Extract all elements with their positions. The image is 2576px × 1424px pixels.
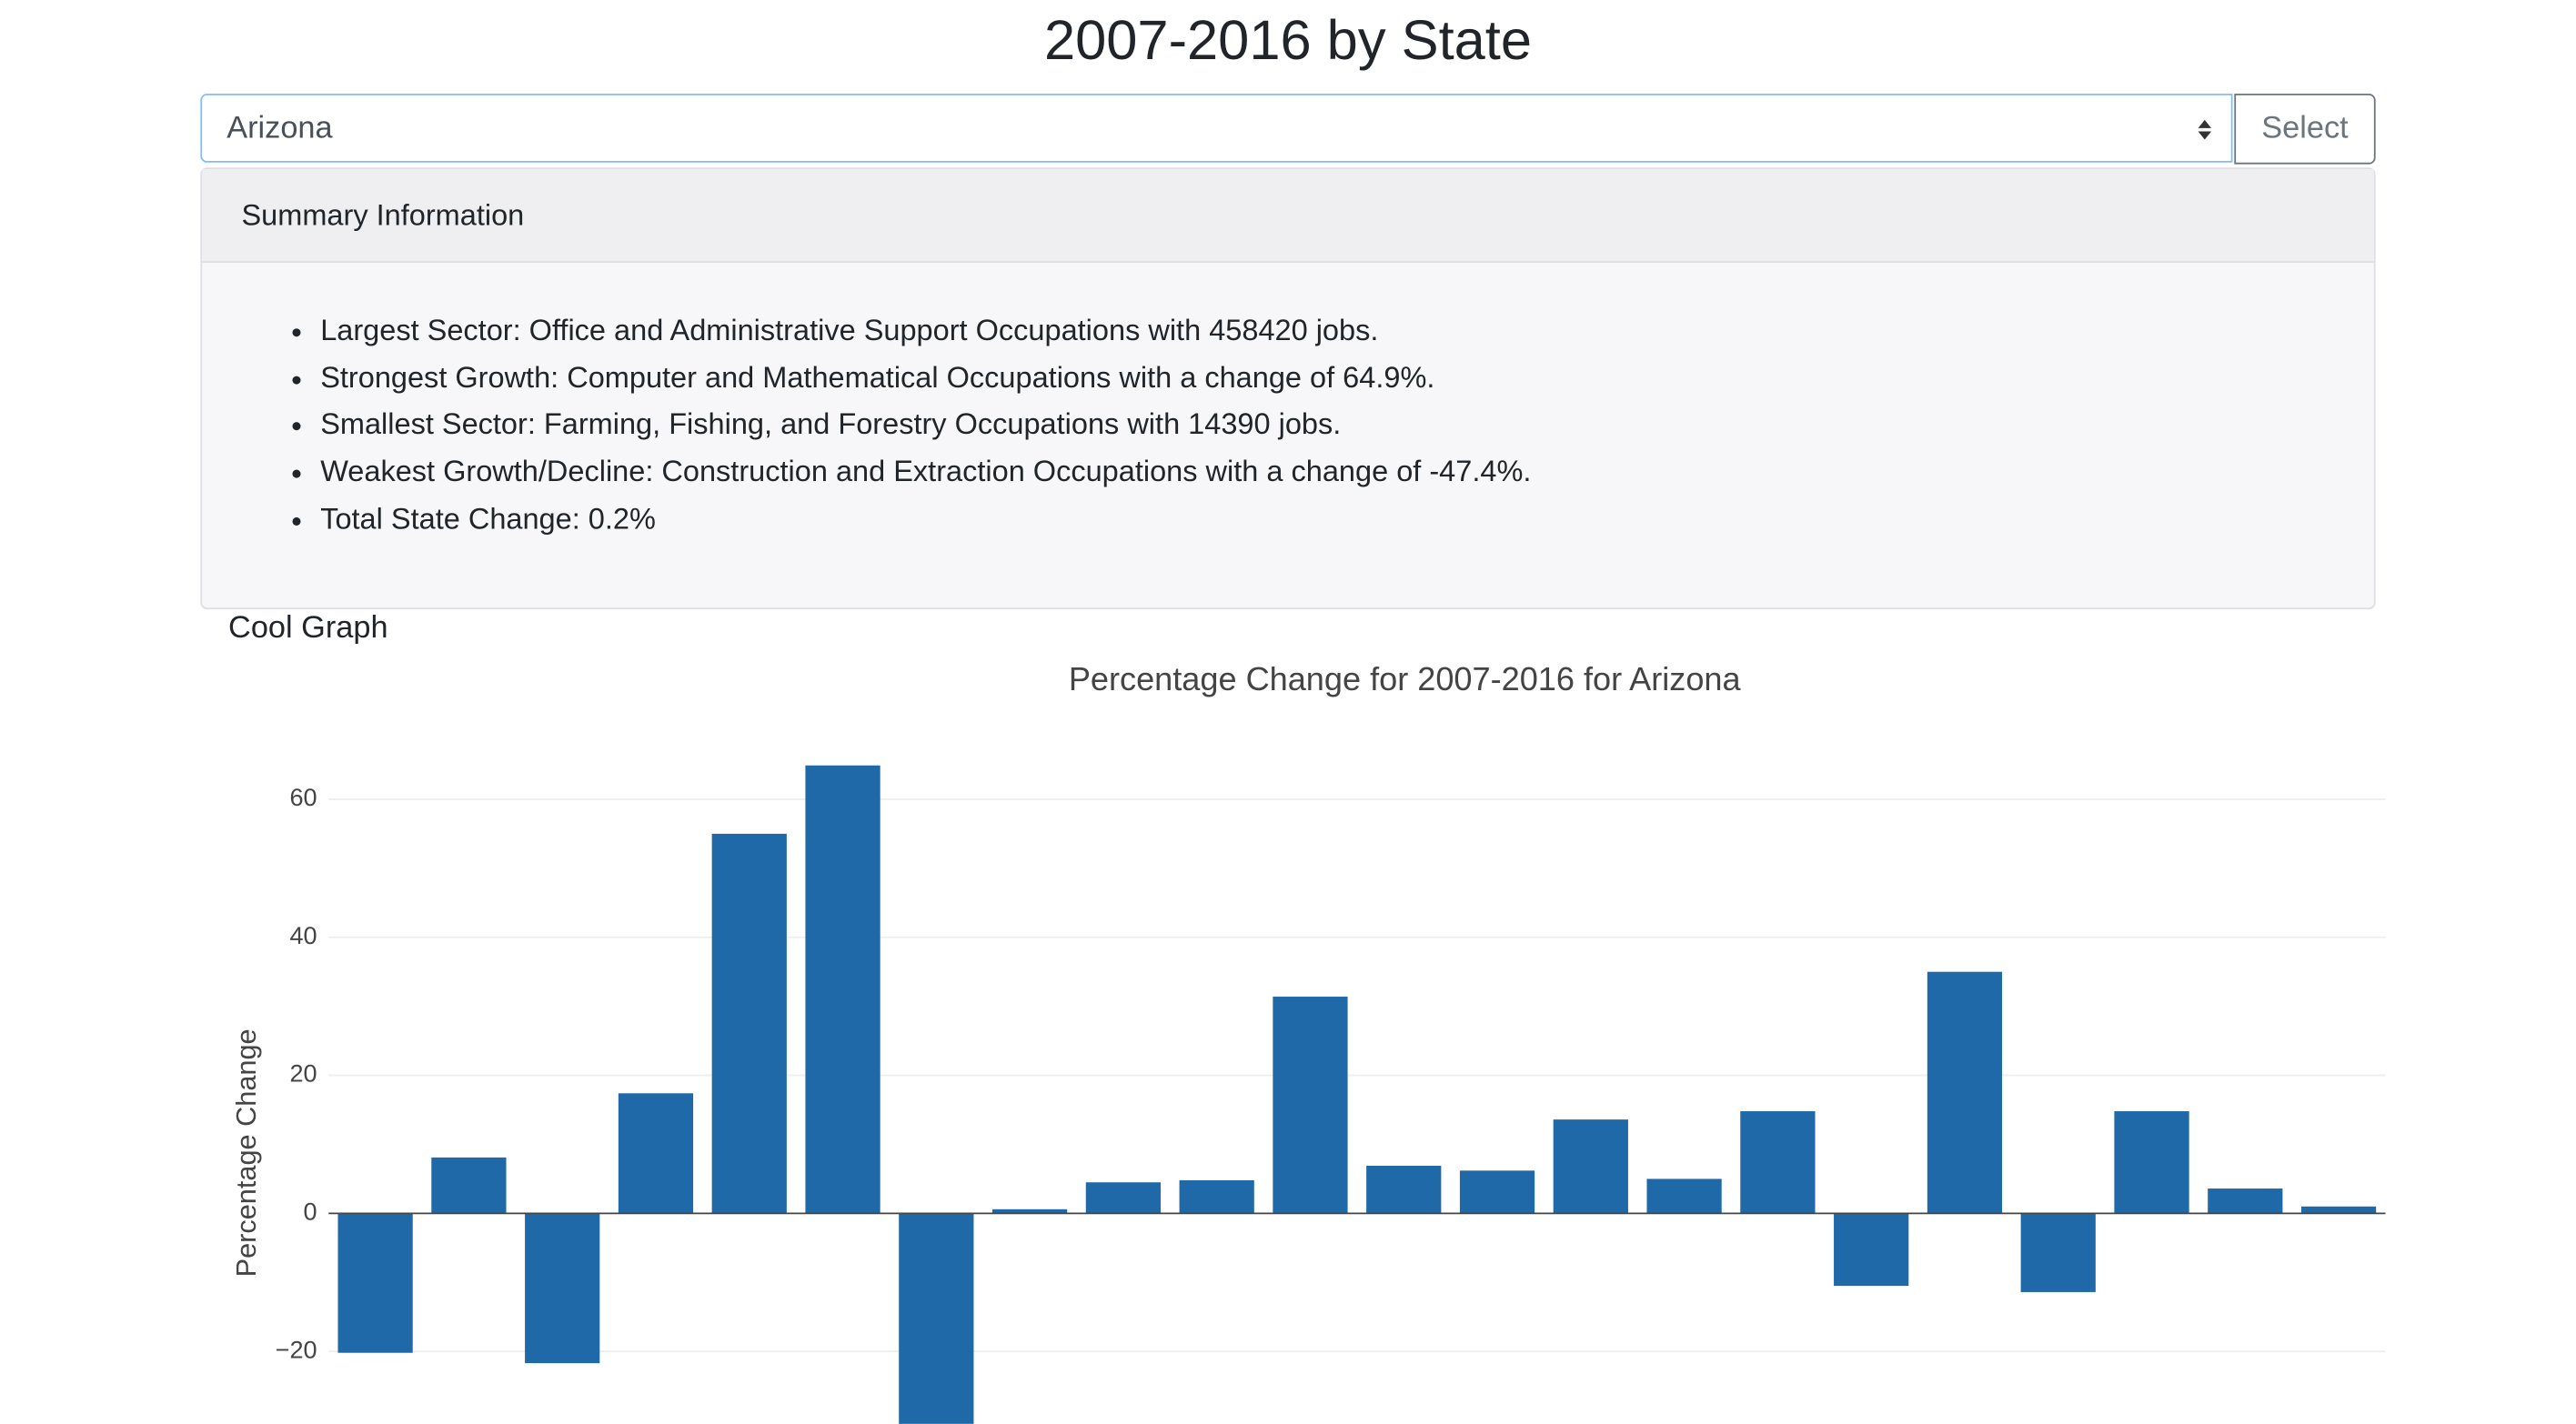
chart: Percentage Change for 2007-2016 for Ariz… — [230, 660, 2386, 1424]
y-tick-label: 20 — [289, 1059, 317, 1088]
bar — [1459, 1170, 1535, 1214]
bar — [1085, 1182, 1162, 1214]
y-tick-label: 40 — [289, 921, 317, 949]
y-tick-label: 0 — [304, 1198, 317, 1226]
y-tick-label: 60 — [289, 783, 317, 811]
bar — [805, 765, 880, 1214]
bar — [1179, 1179, 1254, 1214]
select-button[interactable]: Select — [2234, 93, 2376, 165]
chart-title: Percentage Change for 2007-2016 for Ariz… — [1069, 660, 1742, 697]
summary-card: Summary Information Largest Sector: Offi… — [200, 167, 2376, 610]
page-title: 2007-2016 by State — [1043, 9, 1533, 73]
bar — [991, 1208, 1068, 1214]
summary-item: Total State Change: 0.2% — [320, 496, 1531, 543]
bar — [899, 1213, 974, 1424]
bar — [2114, 1111, 2189, 1214]
bar — [618, 1093, 694, 1214]
graph-heading: Cool Graph — [228, 610, 388, 646]
bar — [1646, 1178, 1722, 1214]
card-header: Summary Information — [202, 169, 2374, 263]
bar — [711, 833, 787, 1214]
bar — [525, 1213, 600, 1364]
bar — [1366, 1166, 1442, 1214]
summary-item: Smallest Sector: Farming, Fishing, and F… — [320, 401, 1531, 448]
y-axis-title: Percentage Change — [230, 1028, 262, 1277]
summary-list: Largest Sector: Office and Administrativ… — [320, 307, 1531, 543]
bar — [2208, 1188, 2283, 1214]
summary-item: Strongest Growth: Computer and Mathemati… — [320, 355, 1531, 402]
bar — [1927, 971, 2003, 1214]
bar — [1553, 1119, 1628, 1214]
summary-item: Weakest Growth/Decline: Construction and… — [320, 448, 1531, 496]
select-value: Arizona — [226, 111, 333, 146]
bar — [1834, 1213, 1909, 1287]
select-arrows — [2198, 119, 2212, 140]
bar — [1740, 1111, 1816, 1214]
state-select[interactable]: Arizona — [200, 93, 2233, 163]
bar — [431, 1157, 507, 1214]
bar — [337, 1213, 413, 1353]
y-tick-label: −20 — [276, 1335, 317, 1363]
bar — [2300, 1206, 2377, 1214]
summary-item: Largest Sector: Office and Administrativ… — [320, 307, 1531, 355]
bar — [2020, 1213, 2096, 1292]
bar — [1273, 997, 1348, 1214]
